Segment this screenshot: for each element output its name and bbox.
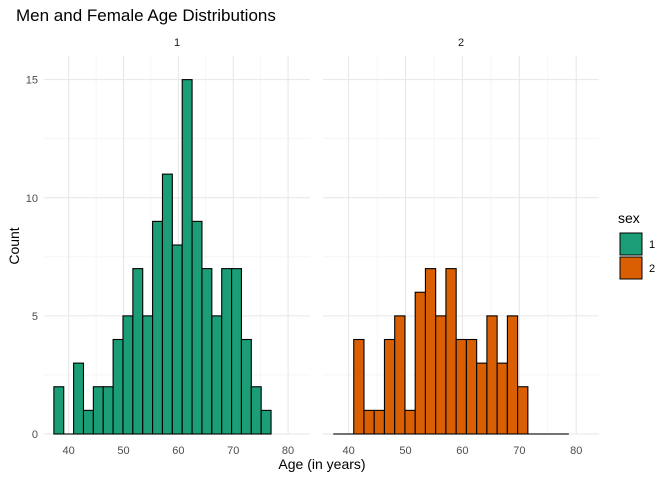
histogram-bar	[414, 291, 426, 435]
histogram-bar	[161, 173, 173, 435]
y-tick-label: 0	[32, 429, 38, 441]
y-tick-label: 15	[26, 75, 38, 87]
x-tick-label: 70	[227, 445, 239, 457]
x-tick-label: 80	[570, 445, 582, 457]
histogram-bar	[112, 338, 124, 435]
histogram-bar	[373, 409, 386, 435]
histogram-bar	[260, 409, 272, 435]
x-tick-label: 70	[513, 445, 525, 457]
y-axis-ticks: 0 5 10 15	[26, 75, 38, 441]
histogram-bar	[404, 409, 416, 435]
histogram-bar	[142, 315, 154, 435]
histogram-bar	[132, 268, 144, 435]
legend: sex 1 2	[618, 210, 655, 280]
x-tick-label: 60	[456, 445, 468, 457]
x-axis-title: Age (in years)	[278, 456, 365, 472]
histogram-bar	[465, 338, 478, 435]
histogram-bar	[92, 386, 104, 435]
chart-title: Men and Female Age Distributions	[16, 6, 276, 25]
x-tick-label: 60	[172, 445, 184, 457]
histogram-bar	[221, 268, 233, 435]
x-axis-ticks: 40 50 60 70 80 40 50 60 70 80	[63, 445, 583, 457]
histogram-bar	[394, 315, 406, 435]
histogram-bar	[435, 315, 447, 435]
histogram-bar	[211, 315, 223, 435]
histogram-bar	[486, 315, 498, 435]
histogram-bar	[53, 386, 65, 435]
legend-label-2: 2	[649, 263, 655, 275]
y-axis-title: Count	[6, 227, 22, 264]
histogram-bar	[240, 338, 252, 435]
histogram-bar	[517, 386, 529, 435]
facet-strip-label-2: 2	[458, 37, 464, 49]
facet-strip-label-1: 1	[174, 37, 180, 49]
histogram-bar	[171, 244, 183, 435]
y-tick-label: 10	[26, 193, 38, 205]
histogram-bar	[191, 220, 203, 435]
histogram-bar	[181, 79, 193, 435]
histogram-bar	[231, 268, 242, 435]
histogram-bar	[383, 338, 396, 435]
x-tick-label: 80	[282, 445, 294, 457]
legend-key-2	[619, 256, 643, 280]
histogram-bar	[353, 338, 365, 435]
histogram-bar	[476, 362, 488, 435]
x-tick-label: 40	[342, 445, 354, 457]
legend-key-1	[619, 232, 643, 256]
histogram-bar	[455, 338, 467, 435]
legend-label-1: 1	[649, 239, 655, 251]
histogram-bar	[445, 268, 457, 435]
histogram-bar	[82, 409, 94, 435]
x-tick-label: 50	[399, 445, 411, 457]
facet-panel-1	[44, 56, 310, 435]
x-tick-label: 50	[117, 445, 129, 457]
histogram-bar	[201, 268, 213, 435]
histogram-bar	[424, 268, 437, 435]
facet-panel-2	[323, 56, 599, 435]
histogram-bar	[73, 362, 85, 435]
x-tick-label: 40	[63, 445, 75, 457]
y-tick-label: 5	[32, 311, 38, 323]
histogram-bar	[122, 315, 134, 435]
histogram-bar	[506, 315, 519, 435]
legend-title: sex	[618, 210, 640, 226]
histogram-bar	[363, 409, 375, 435]
histogram-bar	[152, 220, 164, 435]
histogram-bar	[102, 386, 114, 435]
histogram-bar	[496, 362, 508, 435]
histogram-bar	[250, 386, 262, 435]
